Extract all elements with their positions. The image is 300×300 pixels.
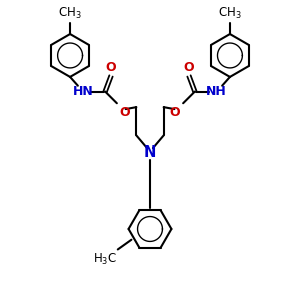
Text: O: O	[184, 61, 194, 74]
Text: O: O	[169, 106, 180, 119]
Text: CH$_3$: CH$_3$	[218, 6, 242, 21]
Text: N: N	[144, 146, 156, 160]
Text: CH$_3$: CH$_3$	[58, 6, 82, 21]
Text: O: O	[106, 61, 116, 74]
Text: NH: NH	[206, 85, 227, 98]
Text: HN: HN	[73, 85, 94, 98]
Text: H$_3$C: H$_3$C	[93, 252, 117, 268]
Text: O: O	[120, 106, 130, 119]
